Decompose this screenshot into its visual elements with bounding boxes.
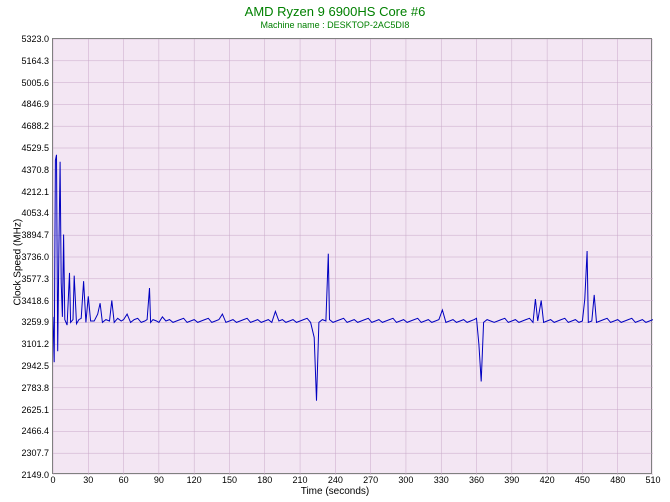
y-tick-label: 4688.2 [21, 121, 53, 131]
x-tick-label: 300 [398, 473, 413, 485]
y-tick-label: 3577.3 [21, 274, 53, 284]
x-tick-label: 450 [575, 473, 590, 485]
y-tick-label: 2625.1 [21, 405, 53, 415]
plot-area: 0306090120150180210240270300330360390420… [52, 38, 652, 474]
x-tick-label: 270 [363, 473, 378, 485]
x-tick-label: 510 [645, 473, 660, 485]
y-tick-label: 3894.7 [21, 230, 53, 240]
y-tick-label: 2942.5 [21, 361, 53, 371]
x-tick-label: 90 [154, 473, 164, 485]
chart-subtitle: Machine name : DESKTOP-2AC5DI8 [0, 20, 670, 30]
y-tick-label: 2307.7 [21, 448, 53, 458]
y-tick-label: 4529.5 [21, 143, 53, 153]
y-tick-label: 5164.3 [21, 56, 53, 66]
x-tick-label: 60 [119, 473, 129, 485]
y-tick-label: 2466.4 [21, 426, 53, 436]
y-tick-label: 3736.0 [21, 252, 53, 262]
y-tick-label: 5005.6 [21, 78, 53, 88]
x-tick-label: 240 [328, 473, 343, 485]
chart-svg [53, 39, 653, 475]
x-tick-label: 390 [504, 473, 519, 485]
y-tick-label: 3418.6 [21, 296, 53, 306]
x-tick-label: 30 [83, 473, 93, 485]
y-tick-label: 4846.9 [21, 99, 53, 109]
x-tick-label: 150 [222, 473, 237, 485]
y-tick-label: 3259.9 [21, 317, 53, 327]
y-tick-label: 2149.0 [21, 470, 53, 480]
x-axis-label: Time (seconds) [0, 486, 670, 497]
y-tick-label: 4053.4 [21, 208, 53, 218]
y-tick-label: 4370.8 [21, 165, 53, 175]
x-tick-label: 420 [540, 473, 555, 485]
chart-container: AMD Ryzen 9 6900HS Core #6 Machine name … [0, 0, 670, 502]
chart-title: AMD Ryzen 9 6900HS Core #6 [0, 4, 670, 19]
x-tick-label: 330 [434, 473, 449, 485]
y-tick-label: 5323.0 [21, 34, 53, 44]
y-tick-label: 4212.1 [21, 187, 53, 197]
x-tick-label: 210 [293, 473, 308, 485]
x-tick-label: 480 [610, 473, 625, 485]
x-tick-label: 120 [187, 473, 202, 485]
y-tick-label: 2783.8 [21, 383, 53, 393]
y-tick-label: 3101.2 [21, 339, 53, 349]
x-tick-label: 360 [469, 473, 484, 485]
x-tick-label: 180 [257, 473, 272, 485]
